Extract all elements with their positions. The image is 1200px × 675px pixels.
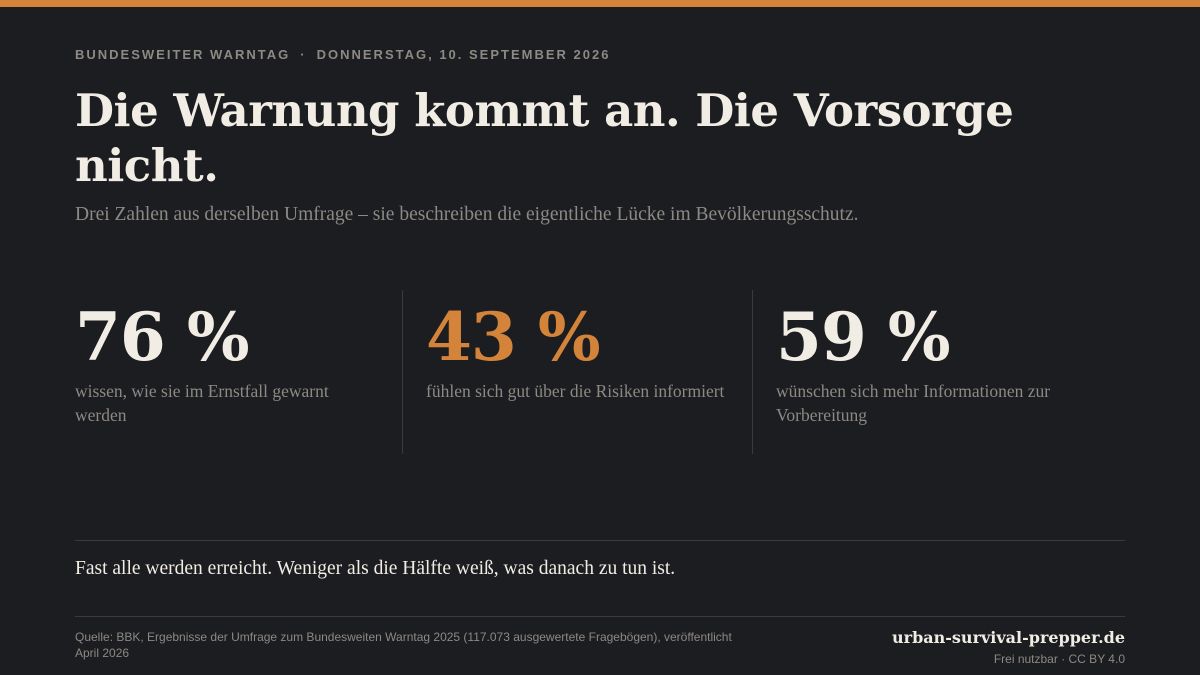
stat-description-informed: fühlen sich gut über die Risiken informi… [426, 381, 725, 401]
divider-bottom [75, 616, 1125, 617]
stat-value-informed: 43 % [426, 298, 601, 376]
stat-description-warned: wissen, wie sie im Ernstfall gewarnt wer… [75, 381, 329, 425]
subline: Drei Zahlen aus derselben Umfrage – sie … [75, 204, 859, 225]
kicker-date: DONNERSTAG, 10. SEPTEMBER 2026 [316, 47, 611, 62]
stat-value-more-info: 59 % [776, 298, 951, 376]
accent-top-bar [0, 0, 1200, 7]
brand-name: urban-survival-prepper.de [892, 628, 1125, 647]
stats-row: 76 % wissen, wie sie im Ernstfall gewarn… [75, 290, 1125, 454]
stat-card-warned: 76 % wissen, wie sie im Ernstfall gewarn… [75, 290, 385, 454]
divider-top [75, 540, 1125, 541]
kicker: BUNDESWEITER WARNTAG · DONNERSTAG, 10. SEP… [75, 47, 610, 62]
stat-description-more-info: wünschen sich mehr Informationen zur Vor… [776, 381, 1051, 425]
kicker-event: BUNDESWEITER WARNTAG [75, 47, 291, 62]
conclusion: Fast alle werden erreicht. Weniger als d… [75, 558, 676, 579]
headline: Die Warnung kommt an. Die Vorsorge nicht… [75, 84, 1014, 192]
stat-card-more-info: 59 % wünschen sich mehr Informationen zu… [752, 290, 1101, 454]
source-note: Quelle: BBK, Ergebnisse der Umfrage zum … [75, 630, 732, 660]
kicker-separator: · [300, 47, 307, 62]
license-note: Frei nutzbar · CC BY 4.0 [993, 652, 1125, 666]
stat-value-warned: 76 % [75, 298, 250, 376]
stat-card-informed: 43 % fühlen sich gut über die Risiken in… [402, 290, 751, 454]
